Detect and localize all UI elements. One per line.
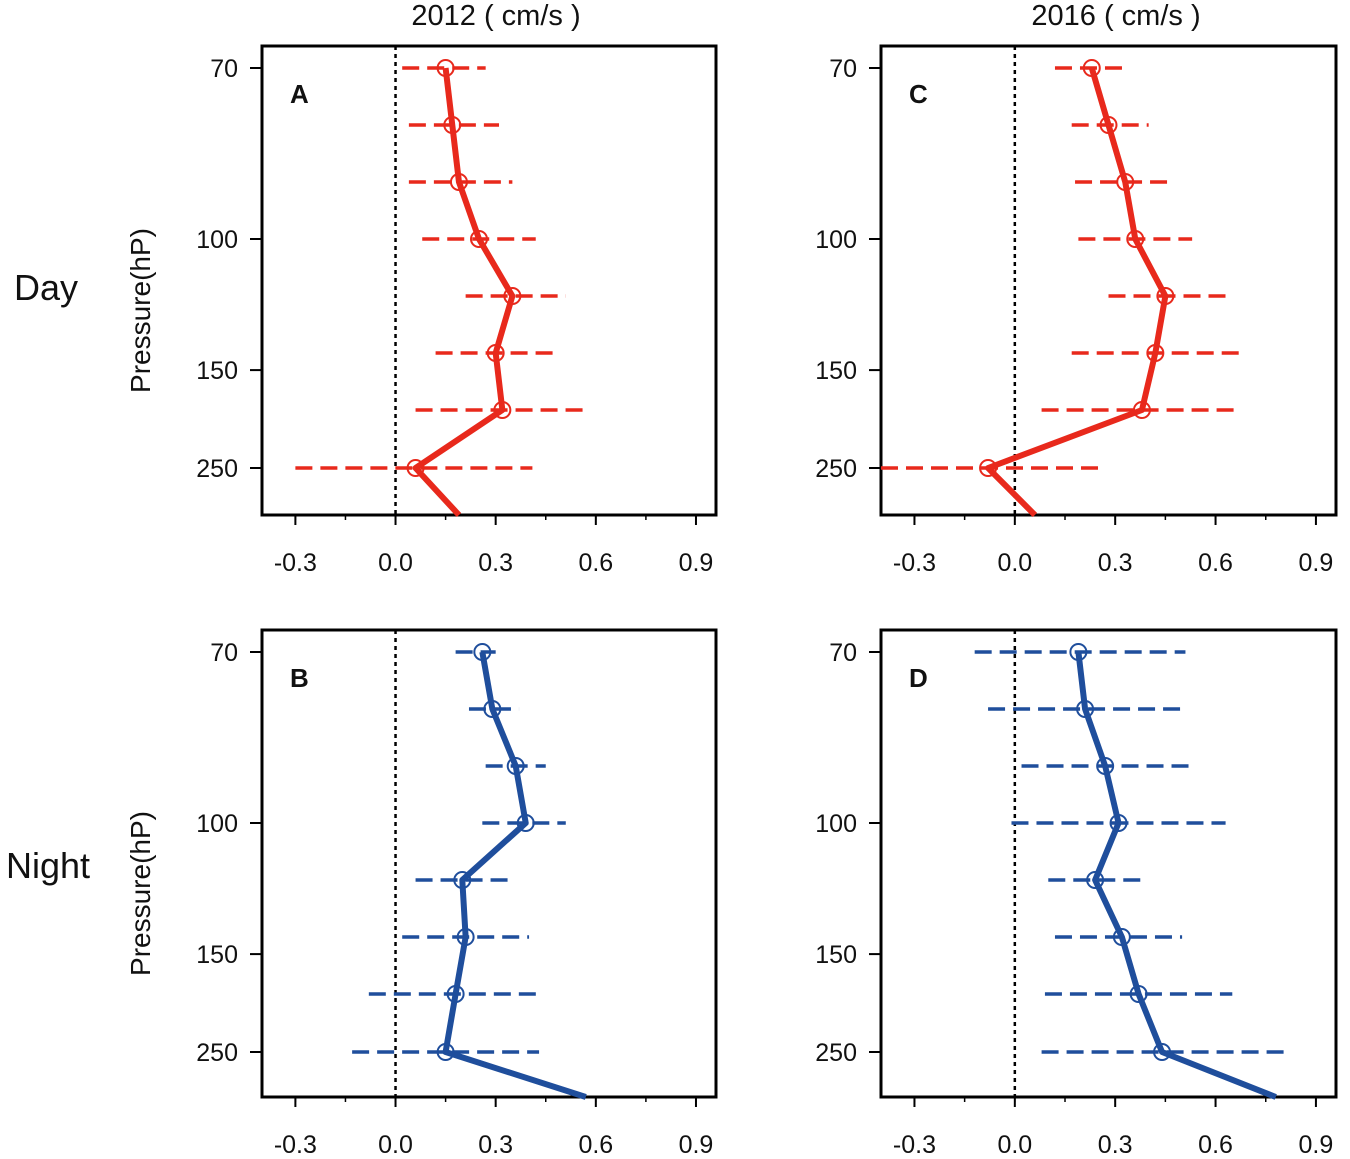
x-tick-label-c: -0.3 xyxy=(893,549,936,577)
data-point-c-5 xyxy=(1156,287,1175,305)
y-tick-label-c: 100 xyxy=(815,226,857,254)
x-tick-label-b: 0.6 xyxy=(578,1131,613,1159)
x-tick-label-d: 0.9 xyxy=(1299,1131,1334,1159)
data-point-a-8 xyxy=(406,459,425,477)
x-tick-label-d: 0.6 xyxy=(1198,1131,1233,1159)
data-point-c-2 xyxy=(1099,116,1118,134)
mean-profile-line-d xyxy=(1075,651,1277,1100)
data-point-a-1 xyxy=(436,59,455,77)
data-point-a-7 xyxy=(493,401,512,419)
y-tick-label-a: 150 xyxy=(196,357,238,385)
data-point-b-4 xyxy=(516,814,535,832)
x-tick-label-b: -0.3 xyxy=(274,1131,317,1159)
panel-b: -0.3 0.0 0.3 0.6 0.9 70 100 150 250 Pressure(hP) B xyxy=(125,628,718,1159)
data-point-c-1 xyxy=(1082,59,1101,77)
plot-frame-d xyxy=(879,628,1338,1099)
y-tick-label-a: 70 xyxy=(210,55,238,83)
x-tick-label-a: 0.9 xyxy=(679,549,714,577)
column-title-2016: 2016 ( cm/s ) xyxy=(1031,0,1200,32)
panel-d: -0.3 0.0 0.3 0.6 0.9 70 100 150 250 D xyxy=(815,628,1338,1159)
x-tick-label-a: 0.6 xyxy=(578,549,613,577)
x-tick-label-c: 0.3 xyxy=(1098,549,1133,577)
y-tick-label-b: 70 xyxy=(210,639,238,667)
data-point-c-8 xyxy=(979,459,998,477)
data-point-d-8 xyxy=(1153,1043,1172,1061)
data-point-b-2 xyxy=(483,700,502,718)
row-title-day: Day xyxy=(14,267,78,308)
x-tick-label-d: -0.3 xyxy=(893,1131,936,1159)
data-point-c-4 xyxy=(1126,230,1145,248)
x-tick-label-a: 0.3 xyxy=(478,549,513,577)
data-point-d-1 xyxy=(1069,643,1088,661)
panel-letter-d: D xyxy=(909,663,928,693)
panel-letter-b: B xyxy=(290,663,309,693)
data-point-d-6 xyxy=(1112,928,1131,946)
panel-letter-c: C xyxy=(909,79,928,109)
x-tick-label-c: 0.0 xyxy=(997,549,1032,577)
data-point-c-6 xyxy=(1146,344,1165,362)
row-title-night: Night xyxy=(6,845,90,886)
x-tick-label-c: 0.6 xyxy=(1198,549,1233,577)
y-axis-label-b: Pressure(hP) xyxy=(125,811,156,976)
x-tick-label-d: 0.0 xyxy=(997,1131,1032,1159)
mean-profile-line-c xyxy=(985,67,1169,518)
plot-frame-a xyxy=(260,44,718,517)
data-point-c-3 xyxy=(1116,173,1135,191)
data-point-c-7 xyxy=(1132,401,1151,419)
y-tick-label-a: 100 xyxy=(196,226,238,254)
data-point-d-4 xyxy=(1109,814,1128,832)
y-tick-label-b: 250 xyxy=(196,1039,238,1067)
y-tick-label-d: 70 xyxy=(829,639,857,667)
y-tick-label-c: 70 xyxy=(829,55,857,83)
data-point-d-5 xyxy=(1086,871,1105,889)
y-tick-label-a: 250 xyxy=(196,455,238,483)
data-point-b-3 xyxy=(506,757,525,775)
plot-frame-b xyxy=(260,628,718,1099)
data-point-d-2 xyxy=(1076,700,1095,718)
data-point-a-4 xyxy=(469,230,488,248)
data-point-b-6 xyxy=(456,928,475,946)
x-tick-label-d: 0.3 xyxy=(1098,1131,1133,1159)
data-point-d-3 xyxy=(1096,757,1115,775)
y-tick-label-d: 150 xyxy=(815,941,857,969)
data-point-b-5 xyxy=(453,871,472,889)
data-point-a-2 xyxy=(443,116,462,134)
y-tick-label-b: 150 xyxy=(196,941,238,969)
x-tick-label-b: 0.3 xyxy=(478,1131,513,1159)
mean-profile-line-b xyxy=(442,651,587,1100)
data-point-b-1 xyxy=(473,643,492,661)
data-point-a-6 xyxy=(486,344,505,362)
panel-a: -0.3 0.0 0.3 0.6 0.9 70 100 150 250 Pressure(hP) A xyxy=(125,44,718,577)
mean-profile-line-a xyxy=(412,67,516,518)
y-axis-label-a: Pressure(hP) xyxy=(125,228,156,393)
y-tick-label-c: 250 xyxy=(815,455,857,483)
plot-frame-c xyxy=(879,44,1338,517)
data-point-b-8 xyxy=(436,1043,455,1061)
data-point-a-5 xyxy=(503,287,522,305)
data-point-b-7 xyxy=(446,985,465,1003)
panel-letter-a: A xyxy=(290,79,309,109)
y-tick-label-c: 150 xyxy=(815,357,857,385)
x-tick-label-b: 0.9 xyxy=(679,1131,714,1159)
x-tick-label-b: 0.0 xyxy=(378,1131,413,1159)
column-title-2012: 2012 ( cm/s ) xyxy=(411,0,580,32)
y-tick-label-d: 250 xyxy=(815,1039,857,1067)
x-tick-label-a: 0.0 xyxy=(378,549,413,577)
data-point-a-3 xyxy=(449,173,468,191)
data-point-d-7 xyxy=(1129,985,1148,1003)
panel-c: -0.3 0.0 0.3 0.6 0.9 70 100 150 250 C xyxy=(815,44,1338,577)
y-tick-label-d: 100 xyxy=(815,810,857,838)
y-tick-label-b: 100 xyxy=(196,810,238,838)
x-tick-label-a: -0.3 xyxy=(274,549,317,577)
x-tick-label-c: 0.9 xyxy=(1299,549,1334,577)
